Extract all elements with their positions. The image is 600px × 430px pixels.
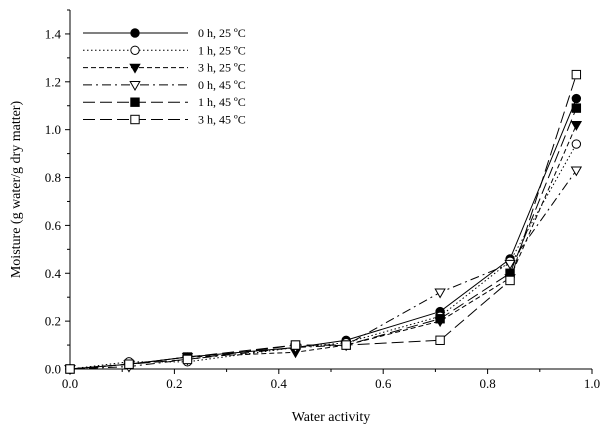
series-line-4 — [69, 170, 577, 370]
data-point-series-3 — [570, 121, 583, 131]
legend-label-1: 0 h, 25 ºC — [198, 26, 246, 40]
legend-marker-6 — [130, 114, 140, 125]
legend-marker-2 — [130, 45, 140, 55]
y-axis-title: Moisture (g water/g dry matter) — [9, 101, 24, 279]
x-axis-title: Water activity — [292, 410, 371, 425]
data-point-series-6 — [182, 354, 193, 365]
data-point-series-1 — [571, 93, 582, 104]
data-point-series-6 — [290, 340, 301, 350]
data-point-series-6 — [341, 340, 351, 350]
data-point-series-6 — [435, 335, 445, 345]
legend-label-3: 3 h, 25 ºC — [198, 61, 246, 75]
data-point-series-5 — [435, 314, 445, 324]
series-lines — [69, 74, 577, 370]
y-tick-label: 1.4 — [45, 26, 62, 41]
x-tick-label: 0.0 — [62, 376, 78, 391]
legend: 0 h, 25 ºC 1 h, 25 ºC 3 h, 25 ºC 0 h, 45 ºC… — [83, 26, 246, 127]
data-point-series-4 — [504, 259, 516, 270]
y-tick-label: 0.0 — [45, 362, 61, 377]
series-line-2 — [69, 143, 577, 370]
data-point-series-2 — [571, 139, 582, 149]
x-tick-label: 0.4 — [271, 376, 288, 391]
x-tick-label: 0.2 — [166, 376, 182, 391]
legend-label-2: 1 h, 25 ºC — [198, 43, 246, 57]
y-tick-label: 0.4 — [45, 266, 62, 281]
data-point-series-4 — [434, 288, 446, 299]
axes: 0.0 0.2 0.4 0.6 0.8 1.0 0.0 0.2 0.4 0.6 0.8 1.0 1.2 1… — [45, 9, 600, 391]
y-tick-label: 1.0 — [45, 122, 61, 137]
legend-label-6: 3 h, 45 ºC — [198, 113, 246, 127]
legend-label-5: 1 h, 45 ºC — [198, 95, 246, 109]
y-tick-label: 0.6 — [45, 218, 62, 233]
series-markers — [64, 69, 583, 376]
legend-marker-3 — [129, 63, 141, 74]
legend-marker-1 — [130, 28, 140, 38]
x-tick-label: 0.6 — [375, 376, 392, 391]
data-point-series-5 — [571, 103, 582, 113]
x-tick-label: 1.0 — [584, 376, 600, 391]
legend-marker-5 — [130, 97, 140, 107]
legend-label-4: 0 h, 45 ºC — [198, 78, 246, 92]
data-point-series-6 — [571, 69, 582, 80]
data-point-series-6 — [505, 275, 515, 286]
series-line-1 — [69, 98, 577, 370]
series-line-5 — [69, 107, 577, 370]
data-point-series-6 — [65, 364, 75, 374]
data-point-series-6 — [124, 359, 134, 369]
y-tick-label: 1.2 — [45, 74, 61, 89]
x-tick-label: 0.8 — [479, 376, 495, 391]
legend-marker-4 — [129, 81, 141, 91]
y-tick-label: 0.8 — [45, 170, 61, 185]
series-line-3 — [69, 124, 577, 370]
series-line-6 — [69, 74, 577, 370]
data-point-series-4 — [570, 166, 583, 177]
y-tick-label: 0.2 — [45, 314, 61, 329]
